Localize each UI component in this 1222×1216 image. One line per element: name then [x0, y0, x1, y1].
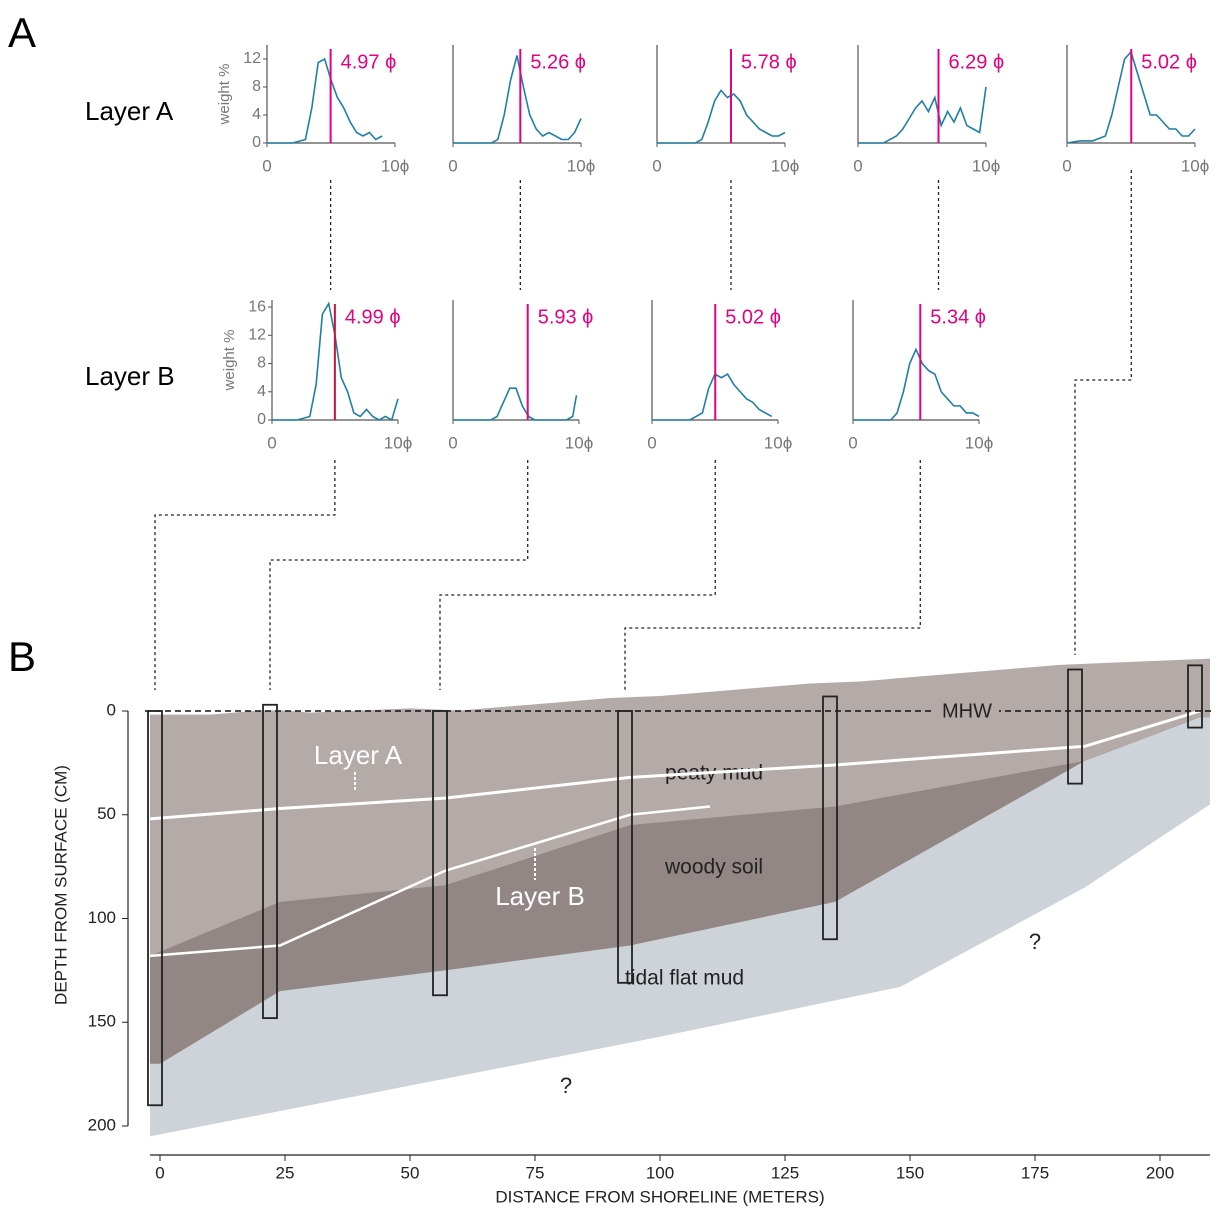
y-axis-title: DEPTH FROM SURFACE (CM)	[51, 765, 70, 1005]
x-tick-label: 10ϕ	[1181, 156, 1209, 175]
x-tick-label: 10ϕ	[764, 433, 792, 452]
layer-label: woody soil	[664, 856, 763, 879]
x-tick-label: 0	[448, 433, 457, 452]
y-tick-label: 200	[88, 1115, 116, 1134]
y-tick-label: 12	[243, 50, 261, 67]
horizon-line	[149, 709, 1201, 821]
y-tick-label: 8	[252, 78, 261, 95]
x-tick-label: 10ϕ	[381, 156, 409, 175]
core	[617, 710, 633, 984]
y-tick-label: 8	[257, 355, 266, 372]
median-label: 5.93 ϕ	[538, 306, 594, 328]
x-tick-label: 0	[448, 156, 457, 175]
horizon-label: Layer A	[314, 740, 403, 770]
distribution-line	[453, 387, 578, 421]
y-tick-label: 12	[248, 327, 266, 344]
connector	[1074, 170, 1132, 655]
median-label: 6.29 ϕ	[949, 51, 1005, 73]
x-tick-label: 25	[276, 1163, 295, 1182]
distribution-line	[267, 57, 383, 144]
x-tick-label: 175	[1021, 1163, 1049, 1182]
layer-label: tidal flat mud	[625, 967, 744, 990]
x-tick-label: 100	[646, 1163, 674, 1182]
x-tick-label: 10ϕ	[384, 433, 412, 452]
y-axis-title: weight %	[216, 64, 233, 126]
y-tick-label: 4	[257, 383, 266, 400]
median-label: 4.97 ϕ	[341, 51, 397, 73]
y-tick-label: 50	[97, 804, 116, 823]
x-tick-label: 125	[771, 1163, 799, 1182]
x-tick-label: 10ϕ	[771, 156, 799, 175]
median-label: 4.99 ϕ	[345, 306, 401, 328]
x-tick-label: 10ϕ	[565, 433, 593, 452]
horizon-label: Layer B	[495, 881, 585, 911]
panel-label: B	[8, 633, 36, 680]
median-label: 5.26 ϕ	[530, 51, 586, 73]
distribution-line	[1066, 50, 1196, 144]
core	[822, 695, 838, 941]
connector	[624, 460, 921, 690]
connector	[439, 460, 716, 690]
y-tick-label: 0	[257, 411, 266, 428]
x-tick-label: 0	[647, 433, 656, 452]
panel-label: A	[8, 9, 36, 56]
datum-label-bg	[935, 702, 999, 720]
row-label: Layer A	[85, 96, 174, 126]
x-tick-label: 75	[526, 1163, 545, 1182]
distribution-line	[657, 89, 786, 144]
core	[432, 710, 448, 997]
connector	[269, 460, 529, 690]
distribution-line	[272, 301, 399, 422]
annotation: ?	[1029, 929, 1041, 954]
x-tick-label: 10ϕ	[567, 156, 595, 175]
median-label: 5.02 ϕ	[725, 306, 781, 328]
x-tick-label: 0	[1062, 156, 1071, 175]
core	[1187, 664, 1203, 729]
y-tick-label: 0	[252, 134, 261, 151]
x-axis-title: DISTANCE FROM SHORELINE (METERS)	[495, 1187, 824, 1206]
y-tick-label: 100	[88, 908, 116, 927]
distribution-line	[453, 55, 582, 144]
x-tick-label: 0	[848, 433, 857, 452]
core	[262, 703, 278, 1020]
x-tick-label: 200	[1146, 1163, 1174, 1182]
y-tick-label: 16	[248, 298, 266, 315]
x-tick-label: 50	[401, 1163, 420, 1182]
x-tick-label: 10ϕ	[965, 433, 993, 452]
core	[147, 710, 163, 1107]
horizon-line	[149, 805, 711, 958]
x-tick-label: 150	[896, 1163, 924, 1182]
x-tick-label: 0	[262, 156, 271, 175]
y-axis-title: weight %	[221, 330, 238, 392]
median-label: 5.02 ϕ	[1141, 51, 1197, 73]
x-tick-label: 0	[267, 433, 276, 452]
x-tick-label: 0	[652, 156, 661, 175]
x-tick-label: 10ϕ	[972, 156, 1000, 175]
distribution-line	[858, 86, 987, 144]
median-label: 5.78 ϕ	[741, 51, 797, 73]
datum-label: MHW	[942, 700, 992, 722]
median-label: 5.34 ϕ	[930, 306, 986, 328]
core	[1067, 668, 1083, 785]
row-label: Layer B	[85, 361, 175, 391]
distribution-line	[652, 372, 773, 421]
connector	[154, 460, 336, 690]
y-tick-label: 150	[88, 1012, 116, 1031]
distribution-line	[853, 347, 980, 421]
y-tick-label: 0	[107, 700, 116, 719]
x-tick-label: 0	[155, 1163, 164, 1182]
y-tick-label: 4	[252, 106, 261, 123]
x-tick-label: 0	[853, 156, 862, 175]
layer-area	[150, 659, 1210, 956]
annotation: ?	[560, 1073, 572, 1098]
